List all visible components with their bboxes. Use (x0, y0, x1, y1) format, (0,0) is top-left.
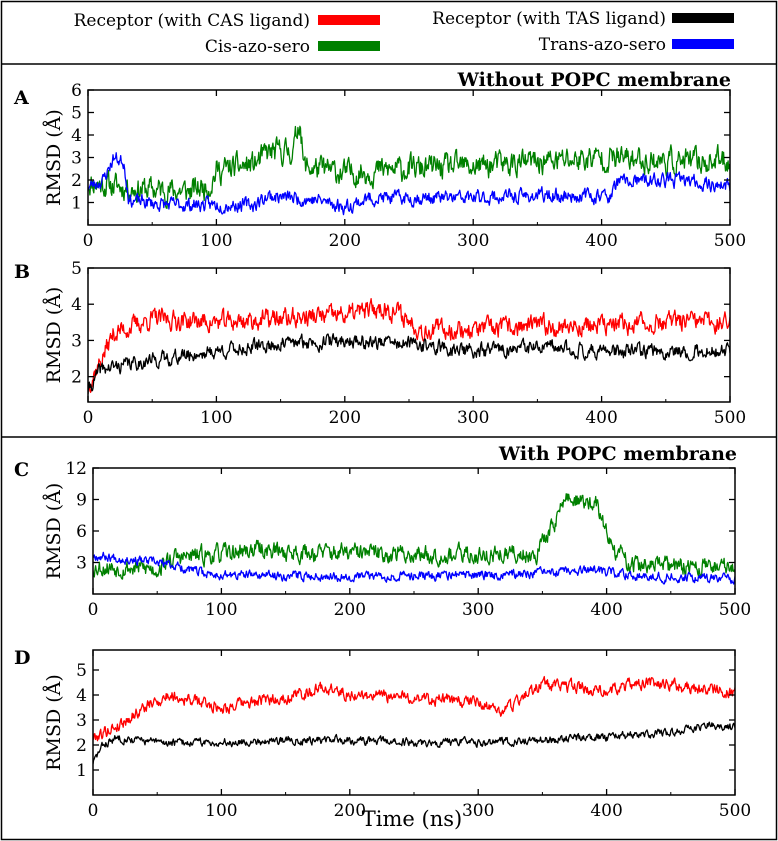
y-tick-label: 1 (76, 761, 87, 781)
y-tick-label: 5 (71, 259, 82, 279)
y-tick-label: 3 (76, 711, 87, 731)
panel-letter: B (14, 261, 30, 283)
x-tick-label: 100 (200, 408, 232, 428)
y-axis-label: RMSD (Å) (43, 483, 65, 580)
x-axis-label: Time (ns) (362, 807, 462, 831)
series-cis-azo-sero (93, 493, 735, 580)
x-tick-label: 200 (334, 600, 366, 620)
x-tick-label: 300 (462, 801, 494, 821)
x-tick-label: 300 (457, 408, 489, 428)
section-title-without-membrane: Without POPC membrane (457, 69, 731, 91)
series-receptor-with-cas-ligand (88, 298, 730, 394)
x-tick-label: 100 (205, 801, 237, 821)
x-tick-label: 0 (83, 231, 94, 251)
y-axis-label: RMSD (Å) (43, 109, 65, 206)
x-tick-label: 500 (714, 231, 746, 251)
y-tick-label: 4 (71, 126, 82, 146)
series-trans-azo-sero (88, 152, 730, 216)
y-tick-label: 6 (76, 522, 87, 542)
panel-letter: A (13, 87, 29, 109)
legend: Receptor (with CAS ligand) Cis-azo-sero … (74, 9, 734, 57)
x-tick-label: 0 (88, 600, 99, 620)
x-tick-label: 200 (334, 801, 366, 821)
series-cis-azo-sero (88, 125, 730, 209)
series-receptor-with-tas-ligand (93, 721, 735, 765)
y-tick-label: 4 (71, 295, 82, 315)
y-tick-label: 9 (76, 491, 87, 511)
y-tick-label: 2 (71, 171, 82, 191)
y-tick-label: 5 (76, 661, 87, 681)
section-title-with-membrane: With POPC membrane (498, 443, 737, 465)
y-tick-label: 1 (71, 194, 82, 214)
x-tick-label: 300 (462, 600, 494, 620)
x-tick-label: 500 (719, 600, 751, 620)
x-tick-label: 400 (585, 231, 617, 251)
x-tick-label: 500 (714, 408, 746, 428)
legend-swatch-tas-receptor (672, 13, 734, 23)
legend-label-cas-receptor: Receptor (with CAS ligand) (74, 11, 310, 31)
legend-swatch-cas-receptor (318, 15, 380, 25)
y-tick-label: 4 (76, 686, 87, 706)
panel-letter: D (14, 647, 30, 669)
y-tick-label: 3 (71, 331, 82, 351)
panel-letter: C (14, 459, 29, 481)
x-tick-label: 400 (590, 600, 622, 620)
plot-frame (92, 649, 736, 796)
x-tick-label: 0 (83, 408, 94, 428)
x-tick-label: 200 (329, 231, 361, 251)
y-tick-label: 5 (71, 104, 82, 124)
x-tick-label: 0 (88, 801, 99, 821)
x-tick-label: 200 (329, 408, 361, 428)
plot-frame (87, 89, 731, 226)
panel-d: 0 100 200 300 400 500 1 2 3 4 5 RMSD (Å) D (14, 647, 751, 821)
series-trans-azo-sero (93, 551, 735, 585)
y-axis-label: RMSD (Å) (43, 287, 65, 384)
y-tick-label: 12 (65, 459, 87, 479)
x-tick-label: 400 (585, 408, 617, 428)
x-tick-label: 300 (457, 231, 489, 251)
y-tick-label: 2 (71, 368, 82, 388)
panel-b: 0 100 200 300 400 500 2 3 4 5 RMSD (Å) B (14, 259, 746, 428)
legend-label-tas-receptor: Receptor (with TAS ligand) (432, 9, 666, 29)
x-tick-label: 100 (200, 231, 232, 251)
legend-swatch-trans-azo-sero (672, 39, 734, 49)
panel-a: 0 100 200 300 400 500 1 23 45 6 RMSD (Å) A (13, 81, 746, 251)
series-receptor-with-tas-ligand (88, 333, 730, 395)
x-tick-label: 400 (590, 801, 622, 821)
y-tick-label: 3 (71, 149, 82, 169)
plot-frame (87, 267, 731, 403)
legend-label-cis-azo-sero: Cis-azo-sero (205, 37, 310, 57)
x-tick-label: 500 (719, 801, 751, 821)
y-tick-label: 6 (71, 81, 82, 101)
y-tick-label: 3 (76, 554, 87, 574)
x-tick-label: 100 (205, 600, 237, 620)
series-receptor-with-cas-ligand (93, 675, 735, 742)
y-axis-label: RMSD (Å) (43, 674, 65, 771)
y-tick-label: 2 (76, 736, 87, 756)
legend-swatch-cis-azo-sero (318, 41, 380, 51)
legend-label-trans-azo-sero: Trans-azo-sero (539, 35, 666, 55)
